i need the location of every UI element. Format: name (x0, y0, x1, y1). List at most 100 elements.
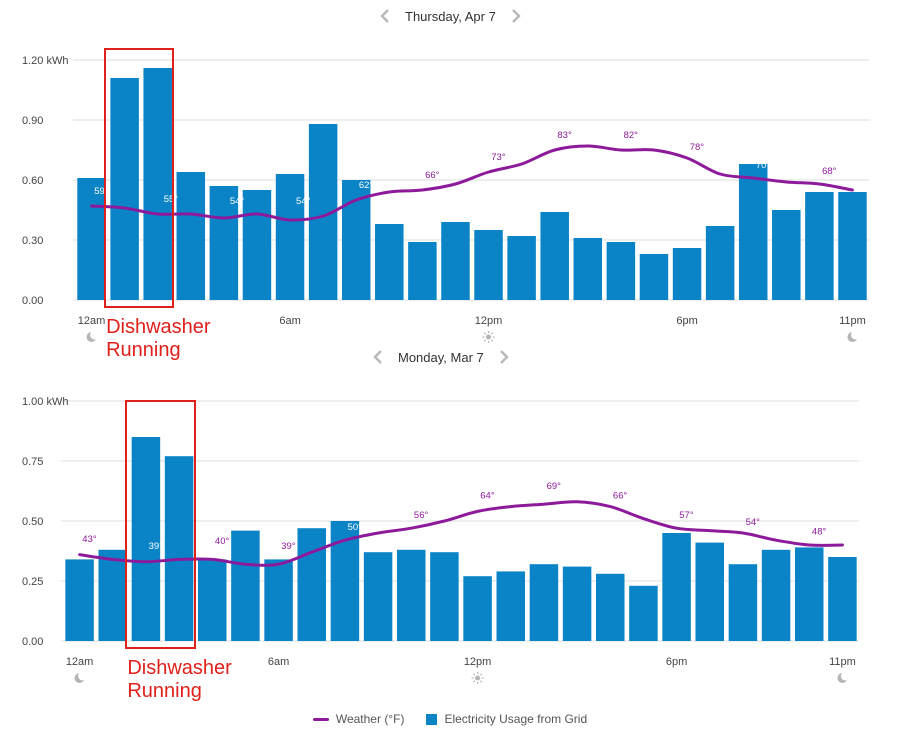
y-tick-label: 0.30 (22, 235, 43, 247)
usage-bar (695, 542, 724, 641)
usage-bar (143, 68, 172, 300)
usage-bar (828, 557, 857, 641)
usage-bar (441, 222, 470, 300)
usage-bar (242, 190, 272, 300)
y-tick-label: 1.00 kWh (22, 396, 68, 408)
usage-chart-apr-7: 0.00 0.30 0.60 0.90 1.20 kWh 59° 55° 54° 54° 62° 6… (22, 55, 869, 343)
usage-bar (728, 564, 758, 641)
temperature-label: 48° (812, 527, 827, 538)
x-tick-label: 12pm (475, 315, 503, 327)
usage-bar (662, 533, 691, 641)
usage-bar (231, 530, 260, 641)
usage-bar (297, 528, 326, 641)
usage-chart-mar-7: 0.00 0.25 0.50 0.75 1.00 kWh 43° 39° 40° 39° 50° 5… (22, 396, 859, 684)
usage-bar (795, 547, 824, 641)
previous-day-button-1[interactable] (377, 8, 393, 24)
y-tick-label: 1.20 kWh (22, 55, 68, 67)
usage-bar (629, 585, 658, 641)
y-tick-label: 0.60 (22, 175, 43, 187)
usage-bar (110, 78, 139, 300)
dishwasher-annotation-1: Dishwasher Running (106, 316, 211, 361)
usage-bar (838, 192, 867, 300)
usage-bar (131, 437, 161, 641)
x-tick-label: 12am (66, 656, 94, 668)
moon-icon (837, 671, 850, 683)
temperature-label: 50° (348, 522, 363, 533)
temperature-label: 78° (690, 142, 705, 153)
usage-bar (198, 559, 227, 641)
moon-icon (847, 330, 860, 342)
temperature-label: 57° (679, 510, 694, 521)
date-title-1: Thursday, Apr 7 (405, 8, 496, 24)
legend-label-usage: Electricity Usage from Grid (444, 712, 588, 726)
chart-legend: Weather (°F) Electricity Usage from Grid (0, 712, 900, 726)
usage-bar (176, 172, 206, 300)
x-tick-label: 6am (268, 656, 289, 668)
temperature-label: 83° (557, 130, 572, 141)
sun-icon (471, 672, 484, 684)
usage-bar (529, 564, 559, 641)
usage-bar (463, 576, 492, 641)
usage-bar (474, 230, 503, 300)
temperature-label: 54° (230, 196, 245, 207)
usage-bar (596, 573, 625, 641)
usage-bar (264, 559, 293, 641)
temperature-label: 64° (480, 491, 495, 502)
usage-bar (496, 571, 525, 641)
legend-item-weather[interactable]: Weather (°F) (312, 712, 405, 726)
x-tick-label: 6am (279, 315, 300, 327)
usage-bar (65, 559, 94, 641)
chevron-left-icon (380, 9, 389, 23)
temperature-label: 59° (94, 186, 109, 197)
x-tick-label: 11pm (839, 315, 866, 327)
temperature-label: 39° (281, 541, 296, 552)
date-title-2: Monday, Mar 7 (398, 349, 484, 365)
x-tick-label: 11pm (829, 656, 856, 668)
legend-label-weather: Weather (°F) (335, 712, 405, 726)
temperature-label: 69° (547, 481, 562, 492)
temperature-label: 39° (149, 541, 164, 552)
date-header-1: Thursday, Apr 7 (377, 8, 524, 24)
temperature-label: 56° (414, 510, 429, 521)
dishwasher-highlight-2 (125, 400, 196, 649)
y-tick-label: 0.50 (22, 516, 43, 528)
usage-bar (209, 186, 239, 300)
usage-bar (606, 242, 636, 300)
temperature-label: 82° (624, 130, 639, 141)
usage-bar (408, 242, 437, 300)
previous-day-button-2[interactable] (370, 349, 386, 365)
temperature-label: 66° (613, 491, 628, 502)
usage-bar (573, 238, 603, 300)
sun-icon (482, 331, 495, 343)
moon-icon (86, 330, 100, 342)
next-day-button-1[interactable] (508, 8, 524, 24)
next-day-button-2[interactable] (496, 349, 512, 365)
temperature-label: 40° (215, 536, 230, 547)
x-tick-label: 12am (78, 315, 106, 327)
usage-bar (639, 254, 669, 300)
dishwasher-annotation-2: Dishwasher Running (127, 657, 232, 702)
temperature-label: 66° (425, 170, 440, 181)
x-tick-label: 12pm (464, 656, 492, 668)
weather-line (90, 144, 854, 222)
usage-bar (672, 248, 702, 300)
usage-bar (805, 192, 834, 300)
temperature-label: 54° (746, 517, 761, 528)
y-tick-label: 0.00 (22, 295, 43, 307)
x-tick-label: 6pm (666, 656, 687, 668)
x-tick-label: 6pm (676, 315, 697, 327)
temperature-label: 54° (296, 196, 311, 207)
chevron-right-icon (511, 9, 521, 23)
y-tick-label: 0.90 (22, 115, 43, 127)
temperature-label: 55° (164, 194, 179, 205)
usage-bar (363, 552, 393, 641)
usage-bar (397, 549, 426, 641)
dishwasher-highlight-1 (104, 48, 175, 308)
temperature-label: 68° (822, 166, 837, 177)
date-header-2: Monday, Mar 7 (370, 349, 512, 365)
weather-line-swatch (312, 717, 329, 721)
chevron-left-icon (373, 350, 382, 364)
moon-icon (74, 671, 88, 683)
usage-bar (772, 210, 801, 300)
legend-item-usage[interactable]: Electricity Usage from Grid (426, 712, 587, 726)
